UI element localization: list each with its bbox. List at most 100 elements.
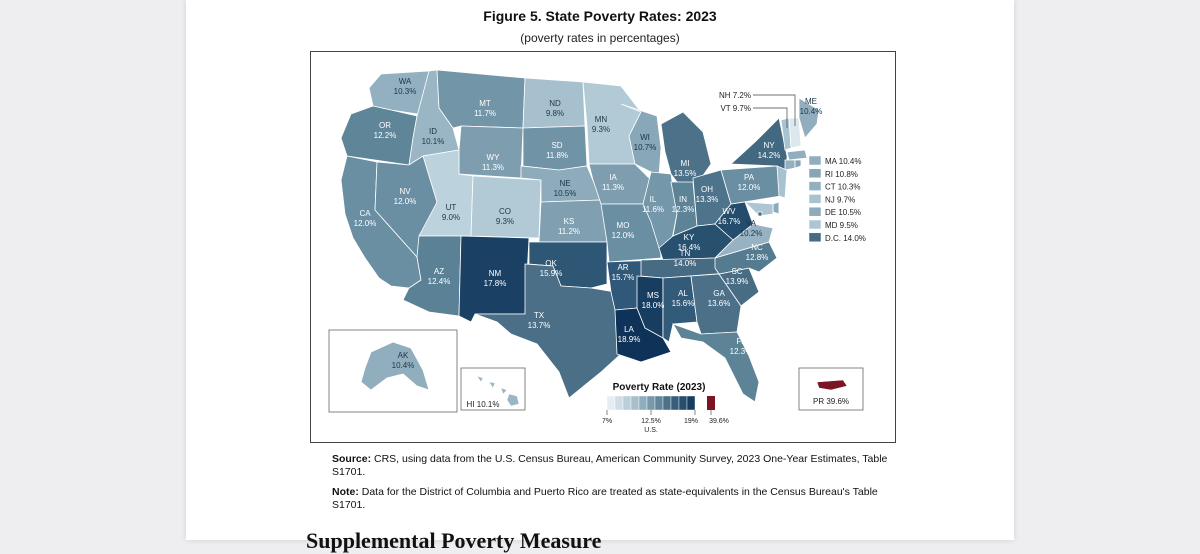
state-label-nd: ND xyxy=(549,99,561,108)
scale-swatch xyxy=(654,395,664,411)
state-wy xyxy=(458,125,524,179)
callout-hi: HI 10.1% xyxy=(467,400,500,409)
state-value-wv: 16.7% xyxy=(718,217,741,226)
note-text: Data for the District of Columbia and Pu… xyxy=(332,486,878,511)
state-value-ny: 14.2% xyxy=(758,151,781,160)
note-note: Note: Data for the District of Columbia … xyxy=(332,486,902,512)
state-label-nc: NC xyxy=(751,243,763,252)
state-value-ga: 13.6% xyxy=(708,299,731,308)
state-tx xyxy=(474,263,624,399)
source-label: Source: xyxy=(332,453,372,465)
side-legend-swatch xyxy=(808,168,822,179)
side-legend-label: MD 9.5% xyxy=(825,221,858,230)
state-value-az: 12.4% xyxy=(428,277,451,286)
state-label-wy: WY xyxy=(487,153,501,162)
scale-swatch xyxy=(630,395,640,411)
side-legend-label: RI 10.8% xyxy=(825,170,858,179)
side-legend-swatch xyxy=(808,219,822,230)
state-value-al: 15.6% xyxy=(672,299,695,308)
scale-swatch xyxy=(670,395,680,411)
state-label-nm: NM xyxy=(489,269,502,278)
state-label-in: IN xyxy=(679,195,687,204)
state-value-sd: 11.8% xyxy=(546,151,568,160)
state-value-ca: 12.0% xyxy=(354,219,377,228)
figure-title: Figure 5. State Poverty Rates: 2023 xyxy=(483,8,717,24)
state-label-ga: GA xyxy=(713,289,725,298)
callout-line-nh xyxy=(753,94,796,126)
callout-line-vt xyxy=(753,107,788,128)
state-ri xyxy=(794,159,802,169)
state-value-tn: 14.0% xyxy=(674,259,697,268)
document-page: Figure 5. State Poverty Rates: 2023 (pov… xyxy=(186,0,1014,553)
state-label-tx: TX xyxy=(534,311,545,320)
state-fl xyxy=(672,323,760,403)
state-label-va: VA xyxy=(746,219,757,228)
state-dc. xyxy=(757,211,763,217)
state-value-mt: 11.7% xyxy=(474,109,496,118)
callout-vt: VT 9.7% xyxy=(720,104,751,113)
state-nh xyxy=(788,117,802,149)
state-label-fl: FL xyxy=(736,337,746,346)
state-value-ut: 9.0% xyxy=(442,213,460,222)
note-label: Note: xyxy=(332,486,359,498)
state-nj xyxy=(776,165,788,199)
state-poverty-map: WA10.3%OR12.2%CA12.0%ID10.1%NV12.0%MT11.… xyxy=(328,69,866,434)
side-legend-label: NJ 9.7% xyxy=(825,195,855,204)
scale-min-label: 7% xyxy=(602,418,612,425)
scale-swatch xyxy=(622,395,632,411)
side-legend-label: D.C. 14.0% xyxy=(825,234,866,243)
state-ct xyxy=(784,159,796,171)
state-value-ar: 15.7% xyxy=(612,273,635,282)
state-label-oh: OH xyxy=(701,185,713,194)
side-legend-swatch xyxy=(808,206,822,217)
scale-max-label: 19% xyxy=(684,418,698,425)
state-label-il: IL xyxy=(650,195,657,204)
state-label-al: AL xyxy=(678,289,688,298)
state-value-nd: 9.8% xyxy=(546,109,564,118)
state-label-ak: AK xyxy=(398,351,409,360)
state-label-mn: MN xyxy=(595,115,608,124)
state-label-nv: NV xyxy=(399,187,411,196)
side-legend-swatch xyxy=(808,232,822,243)
side-legend-label: CT 10.3% xyxy=(825,183,860,192)
scale-swatch xyxy=(686,395,696,411)
state-value-mo: 12.0% xyxy=(612,231,635,240)
state-value-ks: 11.2% xyxy=(558,227,580,236)
state-label-ar: AR xyxy=(617,263,628,272)
state-me xyxy=(798,97,820,139)
state-ma xyxy=(786,149,808,161)
scale-us-label: 12.5% xyxy=(641,418,661,425)
state-value-ne: 10.5% xyxy=(554,189,577,198)
state-value-la: 18.9% xyxy=(618,335,641,344)
state-nc xyxy=(714,241,778,275)
state-label-pa: PA xyxy=(744,173,755,182)
source-text: CRS, using data from the U.S. Census Bur… xyxy=(332,453,888,478)
state-ak xyxy=(360,341,430,391)
state-va xyxy=(714,223,774,259)
callout-nh: NH 7.2% xyxy=(719,91,751,100)
side-legend-swatch xyxy=(808,181,822,191)
state-value-nc: 12.8% xyxy=(746,253,769,262)
state-label-mi: MI xyxy=(681,159,690,168)
state-label-tn: TN xyxy=(680,249,691,258)
state-ms xyxy=(636,275,664,339)
state-label-ny: NY xyxy=(763,141,775,150)
state-md xyxy=(743,201,774,217)
state-value-id: 10.1% xyxy=(422,137,445,146)
callout-me: ME xyxy=(805,97,817,106)
state-label-wa: WA xyxy=(399,77,412,86)
source-note: Source: CRS, using data from the U.S. Ce… xyxy=(332,453,902,479)
state-label-wv: WV xyxy=(723,207,737,216)
state-pr xyxy=(816,379,848,391)
scale-us-sub: U.S. xyxy=(644,427,658,434)
state-label-ia: IA xyxy=(609,173,617,182)
scale-swatch xyxy=(638,395,648,411)
scale-swatch xyxy=(606,395,616,411)
state-wv xyxy=(714,201,754,241)
state-value-wa: 10.3% xyxy=(394,87,417,96)
state-label-sc: SC xyxy=(731,267,742,276)
state-value-wi: 10.7% xyxy=(634,143,657,152)
state-value-oh: 13.3% xyxy=(696,195,719,204)
state-label-ca: CA xyxy=(359,209,371,218)
state-label-ks: KS xyxy=(564,217,575,226)
